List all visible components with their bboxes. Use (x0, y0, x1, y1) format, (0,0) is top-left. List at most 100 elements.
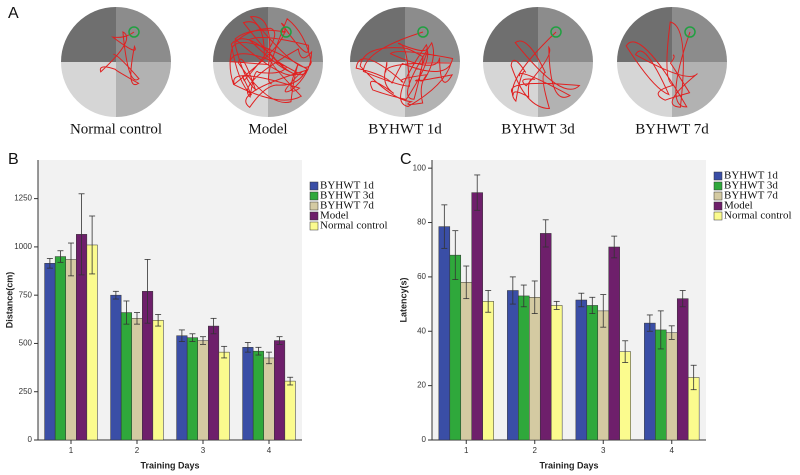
y-tick-label: 250 (19, 387, 33, 396)
error-bar (287, 376, 294, 386)
bar (449, 254, 462, 441)
error-bar (474, 174, 481, 211)
bar (284, 380, 296, 441)
legend-swatch (309, 201, 319, 211)
error-bar (520, 284, 527, 308)
caption: BYHWT 1d (368, 121, 442, 137)
error-bar (189, 333, 196, 342)
error-bar (123, 300, 130, 325)
bar (507, 290, 519, 441)
bar (608, 246, 620, 441)
y-tick-label: 40 (417, 326, 426, 335)
error-bar (46, 258, 53, 269)
error-bar (221, 345, 228, 359)
bar (575, 299, 588, 441)
legend-label: Normal control (320, 220, 388, 232)
y-tick-label: 500 (19, 339, 33, 348)
swim-track (355, 31, 454, 107)
error-bar (657, 310, 664, 350)
x-tick-label: 3 (201, 446, 206, 455)
error-bar (178, 329, 185, 342)
maze (213, 7, 323, 117)
quadrant (617, 7, 672, 62)
error-bar (255, 346, 262, 356)
bar (597, 310, 609, 441)
error-bar (68, 242, 74, 277)
error-bar (531, 280, 538, 314)
legend-swatch (309, 221, 319, 231)
error-bar (646, 314, 653, 332)
legend-label: Model (320, 210, 349, 222)
maze (350, 7, 460, 117)
bar (176, 335, 188, 441)
error-bar (210, 317, 217, 335)
error-bar (485, 290, 492, 313)
platform (417, 26, 429, 38)
legend-label: BYHWT 7d (724, 190, 778, 202)
error-bar (89, 215, 96, 275)
bar (619, 351, 631, 441)
y-tick-label: 80 (417, 218, 426, 227)
bar (539, 233, 552, 441)
quadrant (538, 7, 593, 62)
bar (54, 256, 66, 441)
y-axis-title: Distance(cm) (4, 272, 14, 329)
legend-swatch (309, 211, 319, 221)
error-bar (668, 325, 675, 340)
y-tick-label: 0 (28, 435, 33, 444)
error-bar (244, 342, 251, 353)
bar (131, 318, 143, 441)
error-bar (276, 336, 283, 345)
y-tick-label: 0 (422, 435, 427, 444)
legend-label: Model (724, 200, 753, 212)
error-bar (679, 290, 686, 308)
bar (666, 332, 678, 441)
x-tick-label: 3 (601, 446, 606, 455)
maze (483, 7, 593, 117)
bar (208, 325, 220, 441)
x-axis-title: Training Days (140, 460, 199, 470)
panel-label: B (8, 151, 19, 168)
legend-swatch (713, 211, 723, 221)
quadrant (483, 62, 538, 117)
platform (684, 26, 696, 38)
error-bar (112, 290, 119, 300)
legend-label: BYHWT 1d (724, 170, 778, 182)
maze (617, 7, 727, 117)
platform (128, 26, 140, 38)
quadrant (350, 7, 405, 62)
bar (274, 340, 286, 441)
bar (518, 295, 530, 441)
error-bar (578, 292, 585, 308)
legend-label: Normal control (724, 210, 792, 222)
bar (242, 347, 254, 441)
quadrant (116, 7, 171, 62)
bar (460, 282, 472, 441)
maze (61, 7, 171, 117)
bar (110, 294, 122, 441)
legend-swatch (713, 191, 723, 201)
y-tick-label: 750 (19, 290, 33, 299)
error-bar (441, 204, 448, 249)
x-tick-label: 4 (670, 446, 675, 455)
legend-label: BYHWT 7d (320, 200, 374, 212)
error-bar (155, 314, 162, 327)
y-tick-label: 100 (413, 163, 427, 172)
legend-swatch (713, 201, 723, 211)
error-bar (144, 259, 151, 324)
bar (550, 305, 563, 441)
x-axis-title: Training Days (539, 460, 598, 470)
legend-swatch (309, 191, 319, 201)
x-tick-label: 2 (135, 446, 140, 455)
legend-label: BYHWT 3d (724, 180, 778, 192)
bar (252, 350, 264, 441)
error-bar (200, 336, 206, 345)
bar (529, 297, 541, 441)
error-bar (542, 219, 549, 248)
error-bar (134, 312, 140, 325)
error-bar (690, 364, 697, 391)
quadrant (61, 62, 116, 117)
swim-track (99, 31, 140, 86)
y-axis-title: Latency(s) (398, 277, 408, 322)
